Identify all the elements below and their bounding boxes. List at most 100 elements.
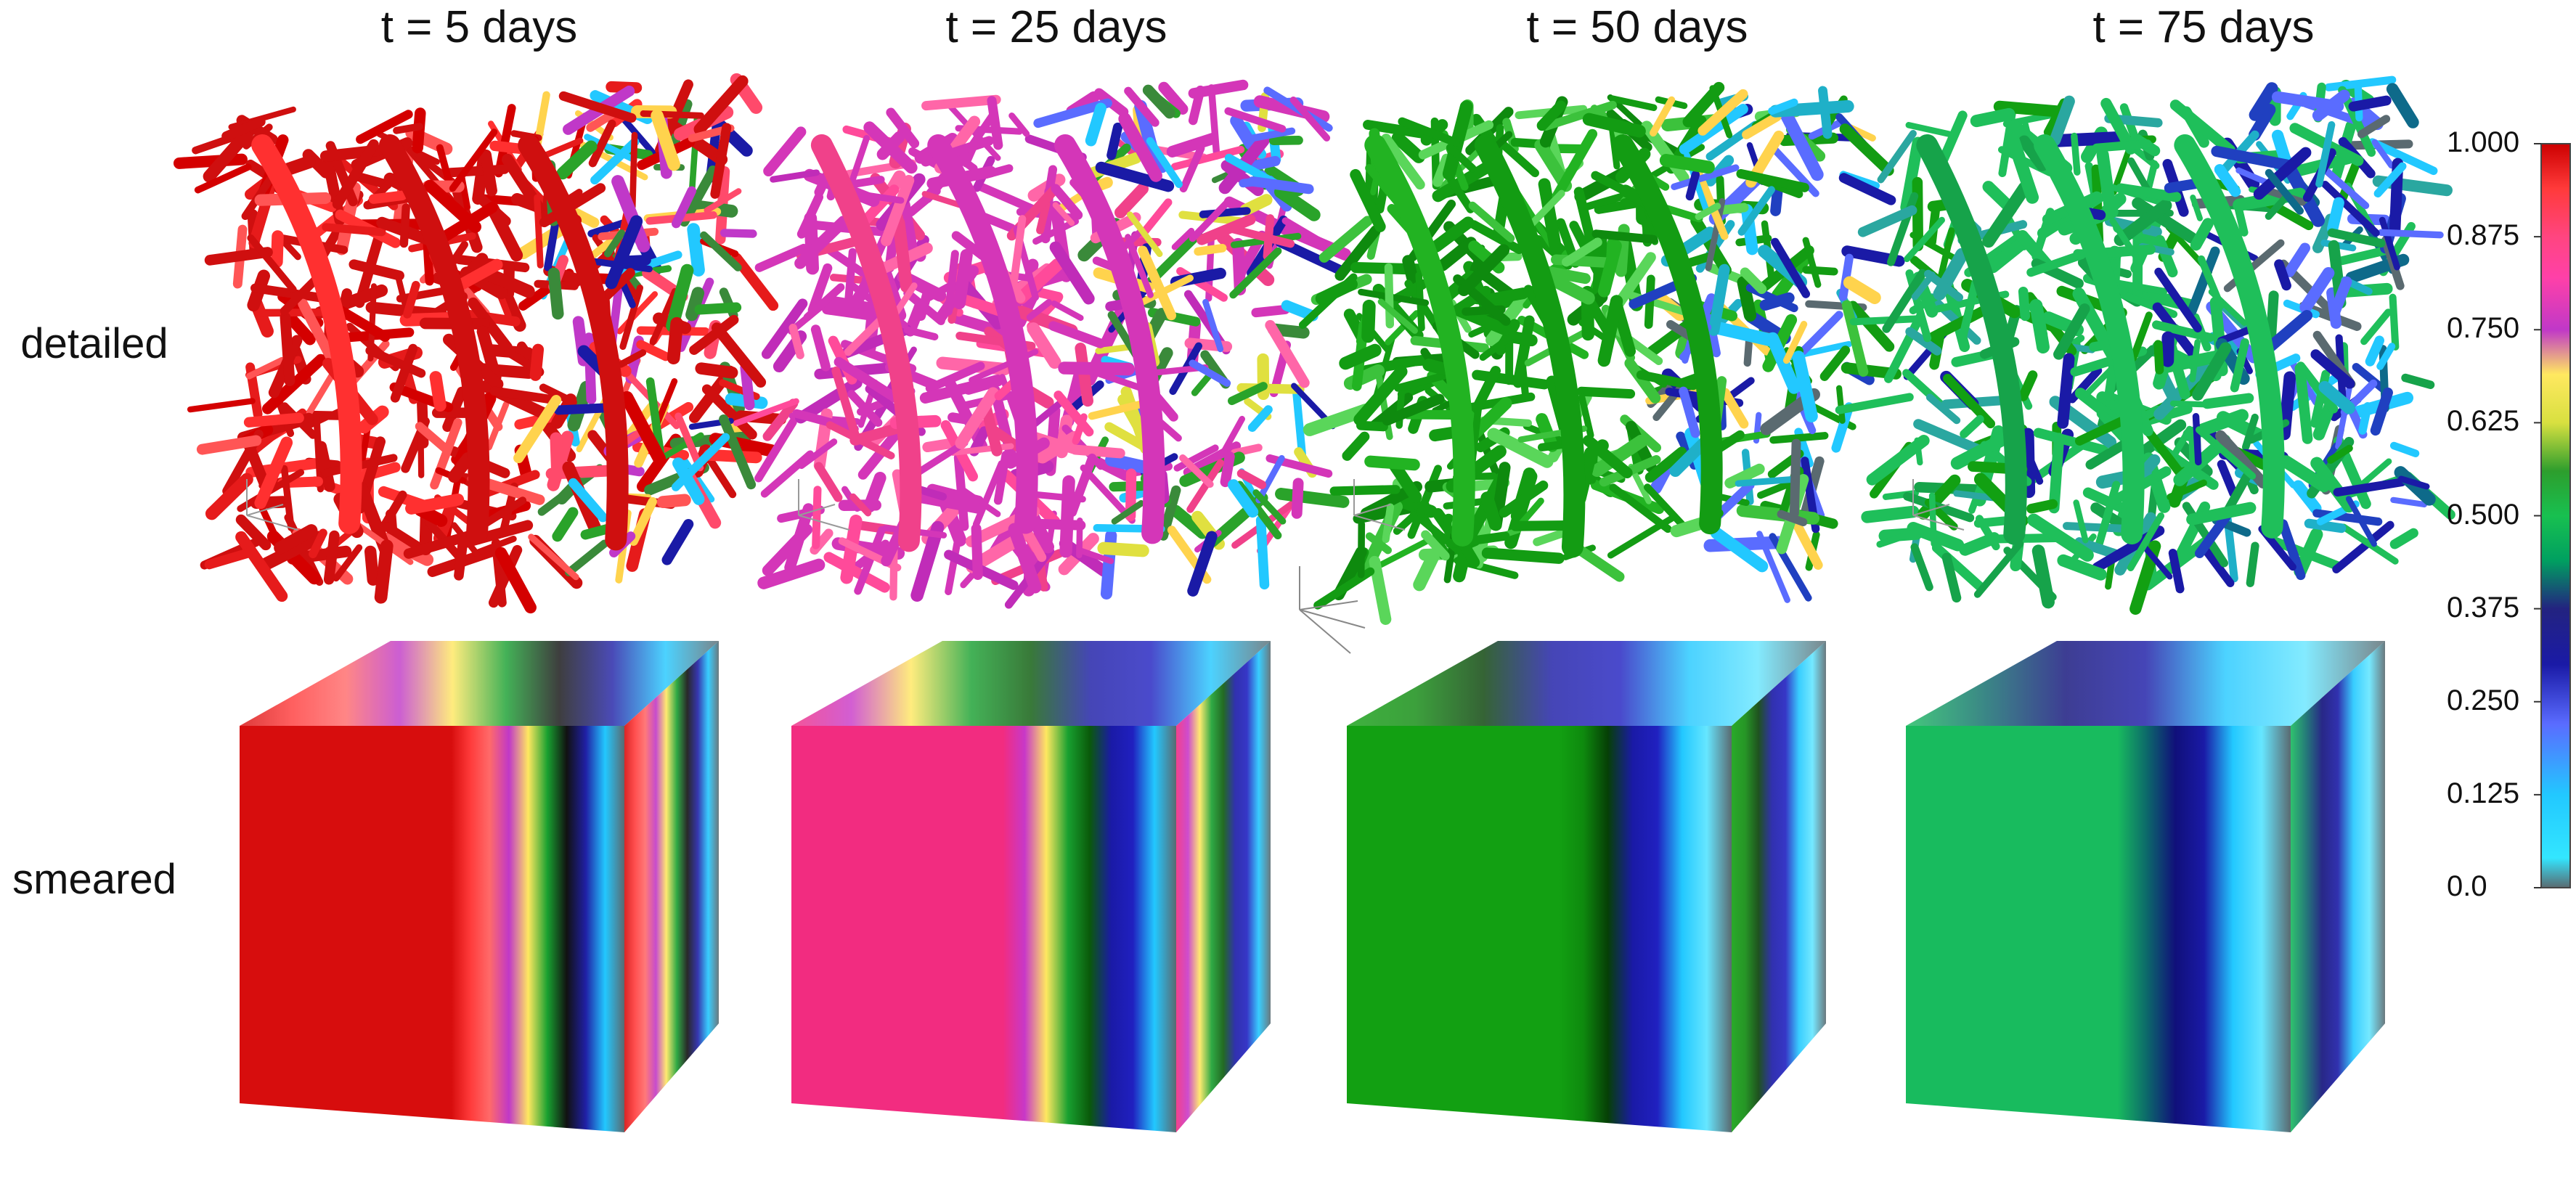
fiber bbox=[481, 496, 527, 528]
fiber bbox=[2169, 400, 2209, 408]
fiber bbox=[1051, 300, 1084, 322]
fiber bbox=[685, 287, 705, 322]
fiber bbox=[2265, 192, 2291, 220]
fiber bbox=[1356, 420, 1388, 432]
fiber bbox=[2018, 370, 2038, 401]
fiber bbox=[1843, 276, 1881, 304]
fiber bbox=[2018, 286, 2031, 322]
fiber bbox=[2063, 522, 2127, 533]
fiber bbox=[831, 366, 860, 442]
fiber bbox=[1737, 276, 1757, 322]
colorbar-label-1000: 1.000 bbox=[2447, 126, 2520, 158]
fiber bbox=[1591, 229, 1658, 244]
cube-top-face bbox=[240, 641, 719, 726]
fiber bbox=[926, 483, 985, 507]
fiber bbox=[1281, 217, 1338, 254]
fiber bbox=[1650, 96, 1676, 137]
column-title-t5: t = 5 days bbox=[380, 2, 578, 52]
fiber bbox=[1538, 178, 1562, 253]
fiber bbox=[1430, 216, 1475, 253]
fiber bbox=[489, 386, 560, 405]
fiber bbox=[2057, 554, 2107, 581]
fiber bbox=[1928, 492, 1937, 547]
fiber bbox=[1199, 207, 1251, 218]
fiber bbox=[1742, 112, 1782, 139]
fiber bbox=[1536, 100, 1567, 131]
fiber bbox=[1518, 360, 1529, 397]
fiber bbox=[1188, 79, 1249, 99]
fiber bbox=[1189, 359, 1231, 387]
fiber bbox=[1695, 203, 1721, 221]
fiber bbox=[1857, 205, 1917, 237]
fiber bbox=[2190, 218, 2214, 251]
fiber bbox=[423, 179, 482, 233]
fiber bbox=[1403, 409, 1456, 420]
fiber bbox=[2217, 459, 2238, 498]
fiber bbox=[1876, 526, 1926, 548]
fiber bbox=[1187, 531, 1218, 597]
thick-fiber bbox=[927, 134, 1038, 534]
fiber bbox=[399, 203, 410, 248]
fiber bbox=[1388, 459, 1422, 504]
fiber bbox=[322, 223, 386, 237]
fiber bbox=[679, 165, 718, 227]
fiber bbox=[454, 536, 468, 581]
fiber bbox=[1410, 509, 1470, 560]
fiber bbox=[374, 539, 394, 604]
fiber bbox=[951, 231, 987, 261]
fiber bbox=[250, 283, 327, 303]
fiber bbox=[254, 436, 293, 510]
fiber bbox=[280, 465, 295, 531]
fiber bbox=[430, 418, 462, 490]
fiber bbox=[2129, 311, 2153, 362]
thick-fiber bbox=[810, 134, 922, 552]
fiber bbox=[529, 343, 545, 381]
fiber bbox=[993, 450, 1010, 505]
fiber bbox=[1421, 530, 1450, 561]
fiber bbox=[2373, 162, 2407, 198]
fiber bbox=[2169, 99, 2235, 156]
fiber bbox=[1236, 469, 1267, 489]
fiber bbox=[843, 248, 857, 315]
fiber bbox=[1480, 491, 1502, 531]
fiber bbox=[2310, 457, 2356, 513]
fiber bbox=[812, 486, 822, 549]
fiber bbox=[2330, 276, 2352, 316]
fiber bbox=[1228, 382, 1268, 406]
fiber-network-3 bbox=[1835, 75, 2455, 615]
fiber bbox=[1186, 459, 1224, 513]
fiber bbox=[1576, 386, 1636, 399]
fiber bbox=[1076, 547, 1114, 565]
fiber bbox=[826, 421, 895, 459]
fiber bbox=[445, 164, 510, 178]
fiber bbox=[393, 123, 424, 134]
fiber bbox=[1572, 543, 1625, 582]
fiber bbox=[1048, 321, 1106, 348]
fiber bbox=[452, 258, 503, 293]
fiber bbox=[795, 377, 863, 424]
fiber bbox=[1562, 237, 1602, 267]
fiber bbox=[1146, 136, 1183, 189]
fiber bbox=[980, 403, 1003, 457]
fiber bbox=[661, 432, 704, 459]
fiber bbox=[2116, 183, 2182, 203]
fiber bbox=[1900, 136, 1924, 213]
fiber bbox=[173, 153, 248, 169]
fiber bbox=[1578, 393, 1594, 439]
fiber bbox=[2048, 433, 2065, 514]
fiber bbox=[701, 384, 757, 440]
fiber bbox=[1072, 413, 1088, 445]
fiber bbox=[1679, 104, 1748, 155]
fiber bbox=[2312, 401, 2336, 441]
fiber bbox=[1393, 369, 1456, 392]
cube-top-face bbox=[1347, 641, 1826, 726]
fiber bbox=[1173, 444, 1219, 472]
cube-top-highlight bbox=[1906, 641, 2385, 726]
fiber bbox=[187, 398, 256, 413]
fiber bbox=[1413, 547, 1441, 592]
fiber bbox=[1207, 84, 1220, 160]
fiber bbox=[2031, 544, 2055, 609]
fiber bbox=[703, 449, 762, 464]
fiber bbox=[2348, 95, 2392, 112]
fiber bbox=[1724, 463, 1765, 488]
